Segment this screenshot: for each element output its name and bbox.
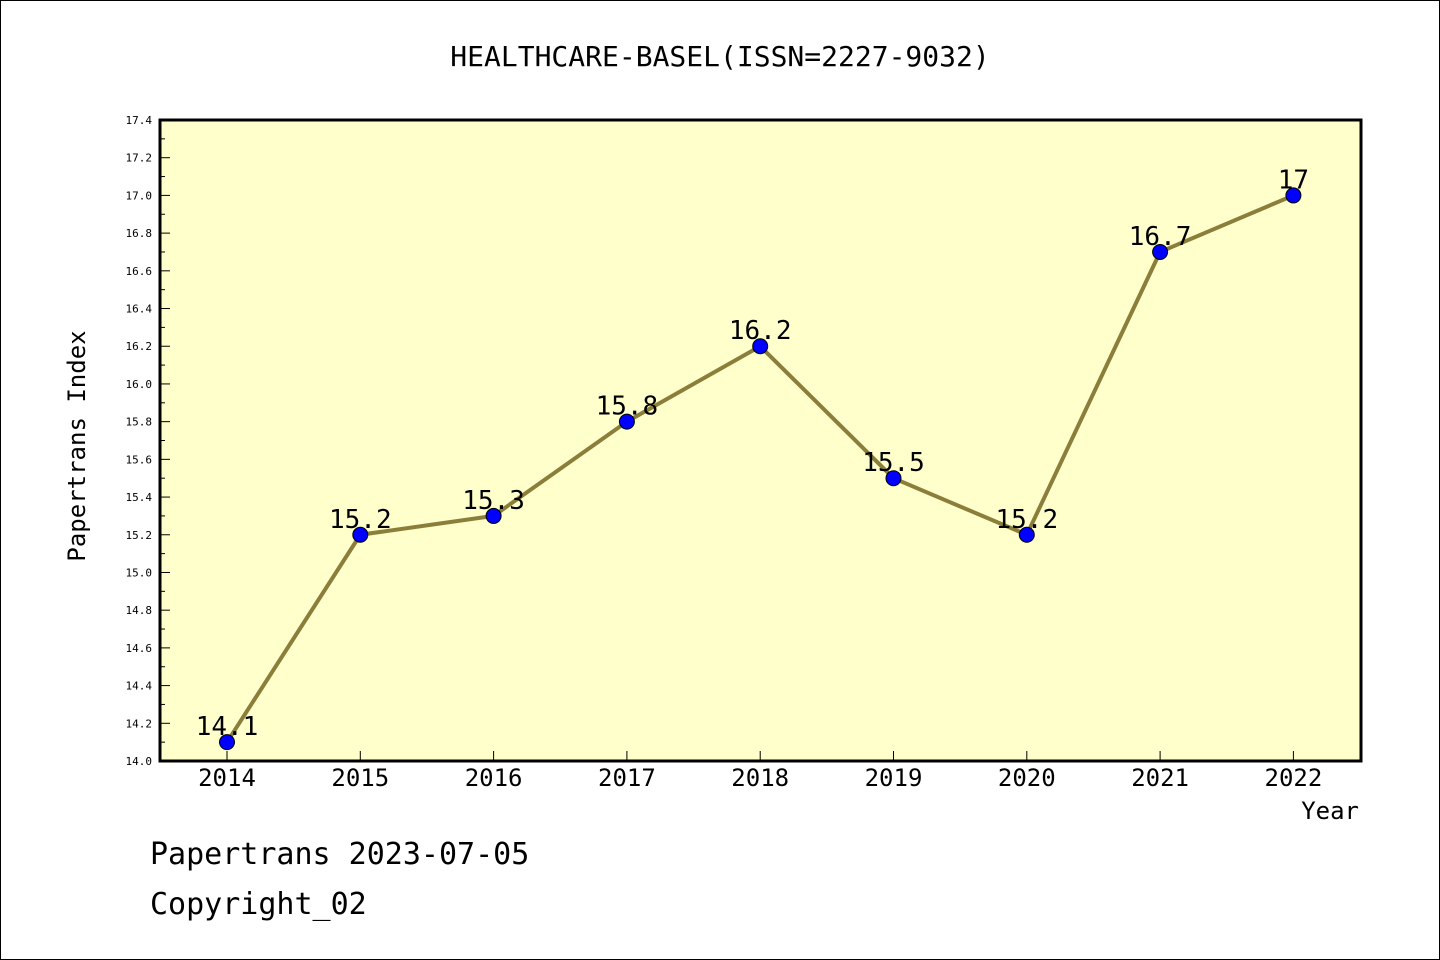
series-markers — [219, 187, 1302, 751]
data-label: 15.5 — [862, 448, 925, 478]
y-tick-label: 14.0 — [126, 755, 153, 768]
x-tick-label: 2014 — [198, 764, 256, 792]
data-label: 17 — [1278, 165, 1309, 195]
data-label: 15.8 — [596, 392, 659, 422]
data-label: 15.3 — [462, 486, 525, 516]
data-label: 14.1 — [196, 712, 259, 742]
x-tick-label: 2017 — [598, 764, 656, 792]
y-tick-label: 15.6 — [126, 453, 153, 466]
data-label: 15.2 — [329, 505, 392, 535]
y-axis: 14.0 14.2 14.4 14.6 14.8 15.0 15.2 15.4 15.6 15.8… — [126, 114, 170, 768]
y-tick-label: 16.6 — [126, 265, 153, 278]
chart-title: HEALTHCARE-BASEL(ISSN=2227-9032) — [450, 40, 989, 73]
y-tick-label: 16.2 — [126, 340, 153, 353]
y-tick-label: 14.6 — [126, 642, 153, 655]
y-tick-label: 14.4 — [126, 680, 153, 693]
y-tick-label: 17.2 — [126, 152, 153, 165]
y-tick-label: 15.8 — [126, 416, 153, 429]
y-tick-label: 14.8 — [126, 604, 153, 617]
footer-copyright: Copyright_02 — [150, 887, 367, 922]
footer-date: Papertrans 2023-07-05 — [150, 837, 529, 872]
y-tick-label: 15.0 — [126, 566, 153, 579]
y-tick-label: 17.4 — [126, 114, 153, 127]
data-point — [485, 507, 502, 524]
y-tick-label: 17.0 — [126, 189, 153, 202]
data-point — [618, 413, 635, 430]
data-point — [1285, 187, 1302, 204]
data-point — [1018, 526, 1035, 543]
data-label: 16.7 — [1129, 222, 1192, 252]
x-tick-label: 2016 — [465, 764, 523, 792]
x-tick-label: 2019 — [865, 764, 923, 792]
x-tick-label: 2020 — [998, 764, 1056, 792]
data-point — [752, 338, 769, 355]
y-tick-label: 14.2 — [126, 717, 153, 730]
x-axis-label: Year — [1301, 797, 1359, 825]
y-tick-label: 16.4 — [126, 303, 153, 316]
y-tick-label: 16.8 — [126, 227, 153, 240]
data-label: 16.2 — [729, 316, 792, 346]
data-point — [885, 470, 902, 487]
data-point — [352, 526, 369, 543]
data-label: 15.2 — [995, 505, 1058, 535]
y-tick-label: 15.4 — [126, 491, 153, 504]
data-labels: 14.1 15.2 15.3 15.8 16.2 15.5 15.2 16.7 17 — [196, 165, 1309, 742]
x-axis: 2014 2015 2016 2017 2018 2019 2020 2021 2022 — [198, 751, 1322, 792]
y-tick-label: 16.0 — [126, 378, 153, 391]
x-tick-label: 2021 — [1131, 764, 1189, 792]
data-point — [1152, 243, 1169, 260]
x-tick-label: 2018 — [731, 764, 789, 792]
y-tick-label: 15.2 — [126, 529, 153, 542]
y-axis-label: Papertrans Index — [63, 330, 91, 561]
x-tick-label: 2022 — [1265, 764, 1323, 792]
data-point — [219, 734, 235, 751]
x-tick-label: 2015 — [331, 764, 389, 792]
plot-area — [158, 118, 1363, 763]
